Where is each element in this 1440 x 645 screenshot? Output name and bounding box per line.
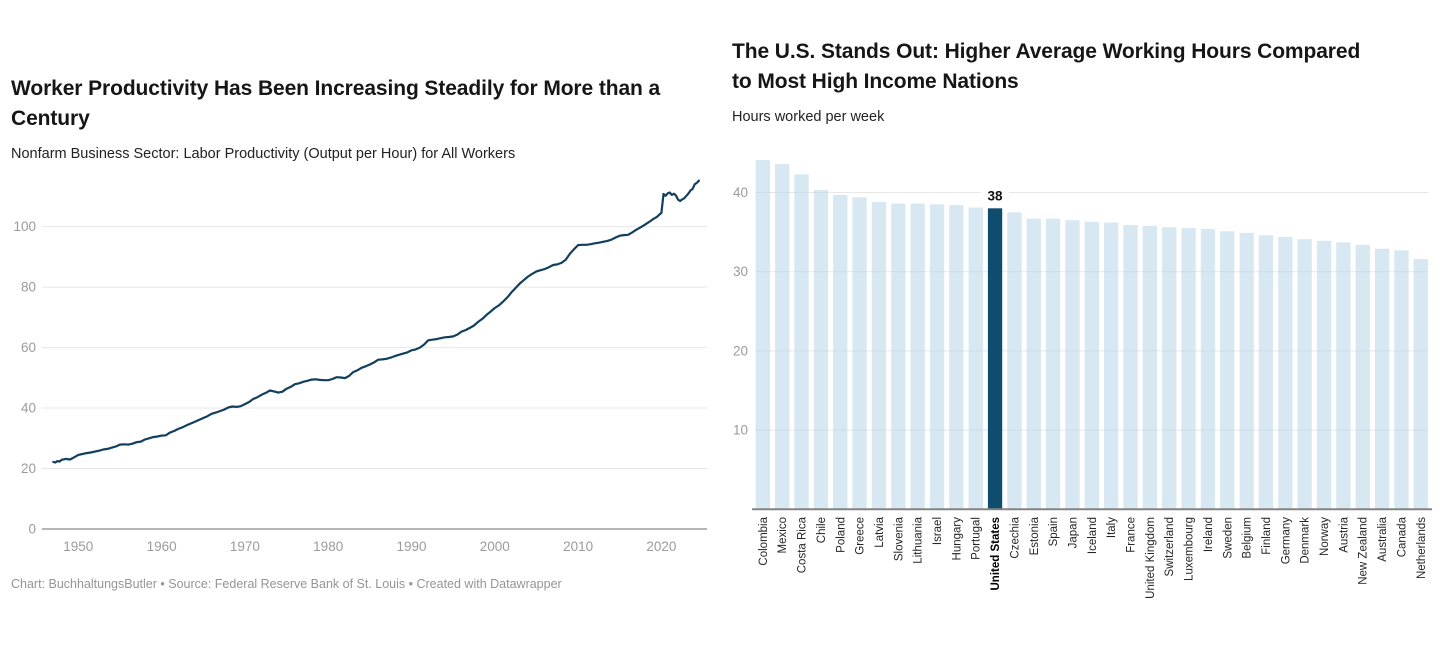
svg-text:Italy: Italy: [1106, 517, 1118, 538]
svg-text:20: 20: [21, 461, 36, 476]
svg-text:1970: 1970: [230, 539, 260, 554]
svg-text:20: 20: [733, 343, 748, 358]
svg-text:Iceland: Iceland: [1087, 517, 1099, 554]
svg-text:Chile: Chile: [816, 517, 828, 543]
productivity-chart-footer: Chart: BuchhaltungsButler • Source: Fede…: [11, 577, 562, 591]
productivity-chart-subtitle: Nonfarm Business Sector: Labor Productiv…: [11, 146, 516, 162]
svg-text:40: 40: [733, 185, 748, 200]
svg-text:United States: United States: [990, 517, 1002, 591]
svg-text:Mexico: Mexico: [777, 517, 789, 553]
svg-text:1950: 1950: [63, 539, 93, 554]
svg-text:30: 30: [733, 264, 748, 279]
svg-text:Czechia: Czechia: [1009, 516, 1021, 558]
svg-text:2000: 2000: [480, 539, 510, 554]
svg-text:United Kingdom: United Kingdom: [1145, 517, 1157, 599]
svg-text:40: 40: [21, 401, 36, 416]
svg-text:2020: 2020: [646, 539, 676, 554]
svg-text:Denmark: Denmark: [1300, 517, 1312, 564]
svg-text:Spain: Spain: [1048, 517, 1060, 546]
svg-text:Hungary: Hungary: [951, 517, 963, 561]
svg-text:0: 0: [28, 522, 36, 537]
productivity-chart-panel: Worker Productivity Has Been Increasing …: [11, 77, 707, 591]
svg-text:Australia: Australia: [1377, 516, 1389, 561]
svg-text:Portugal: Portugal: [971, 517, 983, 560]
svg-text:Costa Rica: Costa Rica: [797, 516, 809, 573]
working-hours-chart-subtitle: Hours worked per week: [732, 109, 885, 125]
svg-text:Netherlands: Netherlands: [1416, 517, 1428, 579]
svg-text:2010: 2010: [563, 539, 593, 554]
svg-text:1990: 1990: [396, 539, 426, 554]
svg-text:Sweden: Sweden: [1222, 517, 1234, 559]
svg-text:Austria: Austria: [1338, 516, 1350, 552]
svg-text:Slovenia: Slovenia: [893, 516, 905, 561]
svg-text:38: 38: [988, 188, 1004, 203]
svg-text:60: 60: [21, 340, 36, 355]
svg-text:100: 100: [13, 219, 36, 234]
svg-text:Belgium: Belgium: [1242, 517, 1254, 559]
productivity-line-chart: 0 20 40 60 80 100 1950 1960 1970 1980 1990 2000 2010…: [13, 179, 707, 554]
working-hours-bar-chart: 10 20 30 40 Colombia Mexico Costa Rica Chile Pol…: [733, 160, 1432, 599]
svg-text:Canada: Canada: [1396, 516, 1408, 557]
working-hours-panel: The U.S. Stands Out: Higher Average Work…: [720, 0, 1440, 645]
productivity-chart-title: Worker Productivity Has Been Increasing …: [11, 77, 661, 130]
svg-text:France: France: [1126, 517, 1138, 553]
svg-text:Switzerland: Switzerland: [1164, 517, 1176, 576]
svg-text:Germany: Germany: [1280, 517, 1292, 565]
svg-text:Norway: Norway: [1319, 517, 1331, 556]
svg-text:Luxembourg: Luxembourg: [1184, 517, 1196, 581]
svg-text:Latvia: Latvia: [874, 516, 886, 547]
svg-text:Greece: Greece: [855, 517, 867, 555]
svg-text:Japan: Japan: [1067, 517, 1079, 548]
svg-text:Colombia: Colombia: [758, 516, 770, 565]
svg-text:1980: 1980: [313, 539, 343, 554]
svg-text:Estonia: Estonia: [1029, 516, 1041, 555]
svg-text:Ireland: Ireland: [1203, 517, 1215, 552]
svg-text:80: 80: [21, 280, 36, 295]
svg-text:Lithuania: Lithuania: [913, 516, 925, 563]
svg-text:Poland: Poland: [835, 517, 847, 553]
svg-text:New Zealand: New Zealand: [1358, 517, 1370, 585]
working-hours-chart-title: The U.S. Stands Out: Higher Average Work…: [732, 40, 1361, 93]
svg-text:Finland: Finland: [1261, 517, 1273, 555]
svg-text:Israel: Israel: [932, 517, 944, 545]
svg-text:1960: 1960: [147, 539, 177, 554]
svg-text:10: 10: [733, 423, 748, 438]
